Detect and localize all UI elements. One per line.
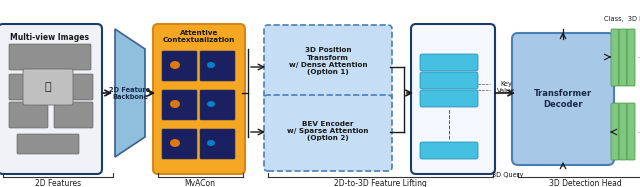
Text: Class,  3D Bbox: Class, 3D Bbox: [604, 16, 640, 22]
FancyBboxPatch shape: [162, 51, 197, 81]
Text: 2D-to-3D Feature Lifting: 2D-to-3D Feature Lifting: [333, 179, 426, 187]
Text: 3D Detection Head: 3D Detection Head: [548, 179, 621, 187]
Text: Multi-view Images: Multi-view Images: [10, 33, 90, 42]
Text: 🚗: 🚗: [45, 82, 51, 92]
FancyBboxPatch shape: [200, 90, 235, 120]
FancyBboxPatch shape: [627, 29, 635, 86]
FancyBboxPatch shape: [9, 102, 48, 128]
FancyBboxPatch shape: [619, 29, 627, 86]
Text: Transformer
Decoder: Transformer Decoder: [534, 89, 592, 109]
FancyBboxPatch shape: [512, 33, 614, 165]
FancyBboxPatch shape: [420, 90, 478, 107]
FancyBboxPatch shape: [200, 51, 235, 81]
Text: 3D Query: 3D Query: [492, 172, 524, 178]
Ellipse shape: [207, 62, 215, 68]
Ellipse shape: [170, 139, 180, 147]
Ellipse shape: [207, 140, 215, 146]
FancyBboxPatch shape: [9, 44, 91, 70]
FancyBboxPatch shape: [411, 24, 495, 174]
Text: 3D Position
Transform
w/ Dense Attention
(Option 1): 3D Position Transform w/ Dense Attention…: [289, 47, 367, 74]
FancyBboxPatch shape: [611, 103, 619, 160]
Polygon shape: [115, 29, 145, 157]
FancyBboxPatch shape: [153, 24, 245, 174]
FancyBboxPatch shape: [54, 74, 93, 100]
Ellipse shape: [207, 101, 215, 107]
Text: Attentive
Contextualization: Attentive Contextualization: [163, 30, 235, 42]
Text: MvACon: MvACon: [184, 179, 216, 187]
FancyBboxPatch shape: [611, 29, 619, 86]
FancyBboxPatch shape: [17, 134, 79, 154]
Ellipse shape: [170, 100, 180, 108]
Text: 2D Feature
Backbone: 2D Feature Backbone: [109, 87, 150, 99]
FancyBboxPatch shape: [420, 142, 478, 159]
FancyBboxPatch shape: [23, 69, 73, 105]
FancyBboxPatch shape: [420, 54, 478, 71]
FancyBboxPatch shape: [264, 95, 392, 171]
FancyBboxPatch shape: [9, 74, 48, 100]
Ellipse shape: [170, 61, 180, 69]
FancyBboxPatch shape: [54, 102, 93, 128]
FancyBboxPatch shape: [619, 103, 627, 160]
FancyBboxPatch shape: [420, 72, 478, 89]
FancyBboxPatch shape: [162, 90, 197, 120]
Text: Key
Value: Key Value: [497, 80, 515, 94]
FancyBboxPatch shape: [627, 103, 635, 160]
FancyBboxPatch shape: [162, 129, 197, 159]
FancyBboxPatch shape: [0, 24, 102, 174]
Text: 2D Features: 2D Features: [35, 179, 81, 187]
Text: BEV Encoder
w/ Sparse Attention
(Option 2): BEV Encoder w/ Sparse Attention (Option …: [287, 121, 369, 141]
FancyBboxPatch shape: [200, 129, 235, 159]
FancyBboxPatch shape: [264, 25, 392, 101]
